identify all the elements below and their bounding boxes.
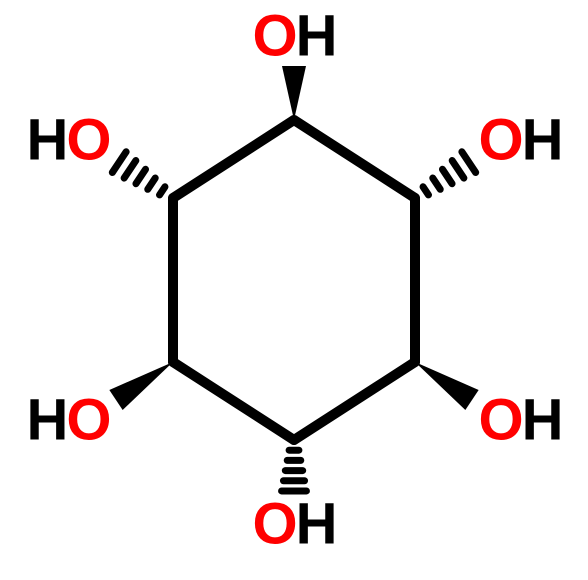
- molecule-canvas: OH OH OH OH HO HO: [0, 0, 588, 580]
- hydroxyl-label: OH: [252, 3, 335, 70]
- hydroxyl-label: HO: [26, 387, 109, 454]
- hydroxyl-label: OH: [478, 387, 561, 454]
- hydroxyl-label: OH: [478, 107, 561, 174]
- hydroxyl-label: OH: [252, 491, 335, 558]
- hydroxyl-label: HO: [26, 107, 109, 174]
